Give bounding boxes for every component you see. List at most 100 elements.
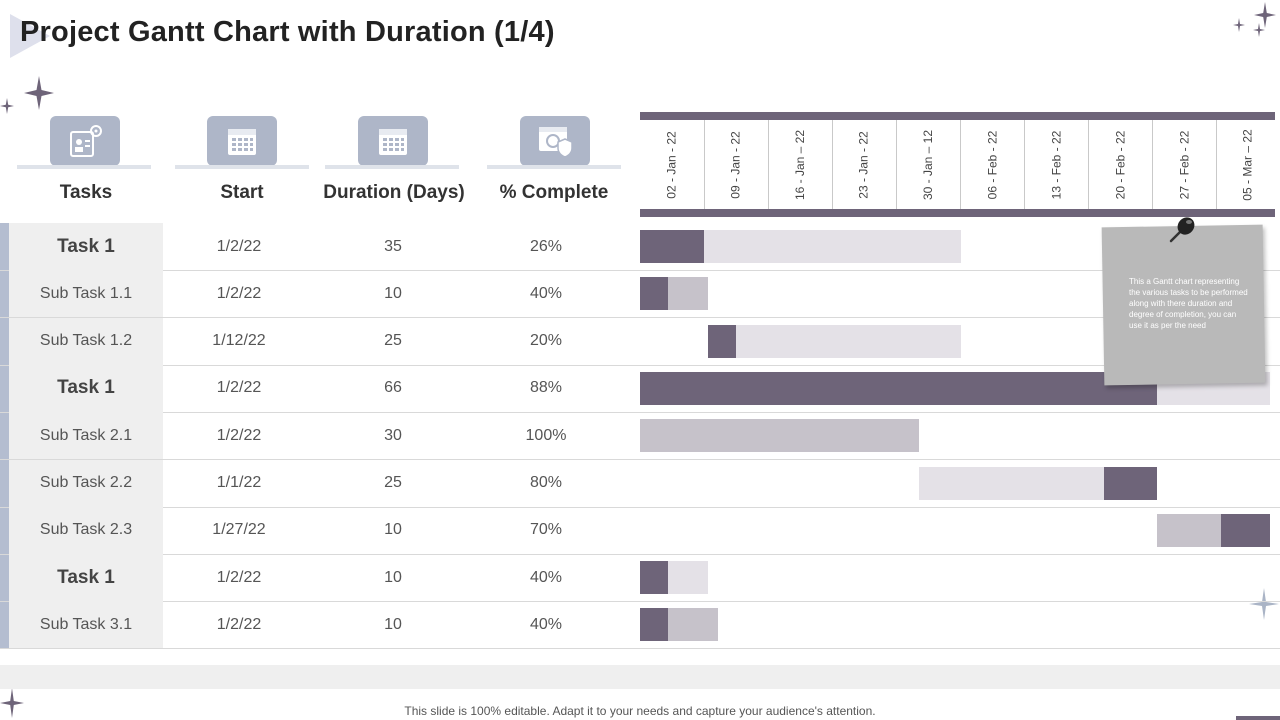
header-underline xyxy=(175,165,309,169)
table-row: Sub Task 2.1 1/2/22 30 100% xyxy=(0,412,1280,461)
timeline-date-label: 16 - Jan – 22 xyxy=(793,129,807,200)
task-complete: 20% xyxy=(529,332,563,350)
header-underline xyxy=(17,165,151,169)
gantt-bar-segment xyxy=(704,230,961,263)
gantt-bar-segment xyxy=(640,419,919,453)
timeline-date-label: 02 - Jan - 22 xyxy=(665,130,679,199)
timeline-date: 09 - Jan - 22 xyxy=(704,120,769,209)
timeline-date-label: 13 - Feb - 22 xyxy=(1049,130,1064,199)
table-row: Task 1 1/2/22 35 26% xyxy=(0,223,1280,271)
sparkle-icon xyxy=(1249,588,1279,620)
project-settings-icon xyxy=(50,116,120,166)
sparkle-icon xyxy=(24,76,54,110)
sticky-note-text: This a Gantt chart representing the vari… xyxy=(1129,277,1248,330)
task-duration: 10 xyxy=(384,568,402,586)
task-name: Task 1 xyxy=(9,364,163,412)
task-start: 1/2/22 xyxy=(216,615,262,633)
task-name: Sub Task 1.2 xyxy=(9,317,163,365)
table-row: Sub Task 1.1 1/2/22 10 40% xyxy=(0,270,1280,319)
gantt-bar-segment xyxy=(708,324,736,358)
column-header-complete: % Complete xyxy=(499,182,609,203)
timeline-bottom-border xyxy=(640,209,1275,217)
table-row: Sub Task 2.3 1/27/22 10 70% xyxy=(0,506,1280,555)
table-row: Task 1 1/2/22 66 88% xyxy=(0,364,1280,413)
gantt-bar-segment xyxy=(1104,466,1157,500)
timeline-date: 27 - Feb - 22 xyxy=(1152,120,1217,209)
column-header-duration: Duration (Days) xyxy=(323,182,465,203)
task-duration: 30 xyxy=(384,426,402,444)
footer-band xyxy=(0,665,1280,689)
task-duration: 10 xyxy=(384,521,402,539)
title-decoration xyxy=(10,14,50,58)
gantt-bar-segment xyxy=(640,561,668,595)
timeline-date-label: 27 - Feb - 22 xyxy=(1177,130,1192,199)
timeline-date: 06 - Feb - 22 xyxy=(960,120,1025,209)
timeline-date-label: 20 - Feb - 22 xyxy=(1113,130,1128,199)
gantt-bar-segment xyxy=(640,608,668,642)
page-title: Project Gantt Chart with Duration (1/4) xyxy=(20,16,555,48)
sparkle-icon xyxy=(1254,2,1276,28)
task-duration: 10 xyxy=(384,615,402,633)
footer-text: This slide is 100% editable. Adapt it to… xyxy=(404,704,876,718)
column-header-start: Start xyxy=(220,182,264,203)
task-duration: 25 xyxy=(384,474,402,491)
gantt-bar-segment xyxy=(668,277,708,311)
task-duration: 35 xyxy=(384,237,402,255)
timeline-date: 16 - Jan – 22 xyxy=(768,120,833,209)
timeline-top-border xyxy=(640,112,1275,120)
table-row: Sub Task 2.2 1/1/22 25 80% xyxy=(0,459,1280,508)
calendar-icon xyxy=(207,116,277,166)
sparkle-icon xyxy=(0,98,14,114)
gantt-bar-segment xyxy=(640,277,668,311)
task-complete: 80% xyxy=(529,474,563,491)
task-start: 1/2/22 xyxy=(216,284,262,302)
task-complete: 88% xyxy=(529,379,563,397)
task-start: 1/12/22 xyxy=(212,332,266,350)
gantt-bar-segment xyxy=(1157,513,1221,547)
timeline-date: 30 - Jan – 12 xyxy=(896,120,961,209)
gantt-bar-segment xyxy=(668,608,718,642)
timeline-date-label: 23 - Jan - 22 xyxy=(857,130,871,199)
calendar-check-icon xyxy=(358,116,428,166)
table-row: Task 1 1/2/22 10 40% xyxy=(0,554,1280,603)
task-start: 1/2/22 xyxy=(216,568,262,586)
task-name: Sub Task 1.1 xyxy=(9,270,163,318)
timeline-date: 20 - Feb - 22 xyxy=(1088,120,1153,209)
timeline-date-label: 05 - Mar – 22 xyxy=(1241,128,1255,201)
task-complete: 100% xyxy=(525,426,567,444)
gantt-bar-segment xyxy=(668,561,708,595)
column-header-tasks: Tasks xyxy=(59,182,113,203)
task-duration: 25 xyxy=(384,332,402,350)
header-underline xyxy=(325,165,459,169)
sparkle-icon xyxy=(0,688,24,718)
timeline-date: 13 - Feb - 22 xyxy=(1024,120,1089,209)
timeline-date: 05 - Mar – 22 xyxy=(1216,120,1280,209)
gantt-bar-segment xyxy=(1221,513,1270,547)
timeline-date-label: 30 - Jan – 12 xyxy=(921,129,935,200)
gantt-bar-segment xyxy=(736,324,961,358)
sparkle-icon xyxy=(1233,18,1245,32)
task-complete: 26% xyxy=(529,237,563,255)
timeline-date: 23 - Jan - 22 xyxy=(832,120,897,209)
timeline-date-label: 09 - Jan - 22 xyxy=(729,130,743,199)
left-accent-bar xyxy=(0,223,9,649)
task-name: Sub Task 2.3 xyxy=(9,506,163,554)
gantt-bar-segment xyxy=(640,230,704,263)
table-row: Sub Task 1.2 1/12/22 25 20% xyxy=(0,317,1280,366)
gantt-bar-segment xyxy=(919,466,1104,500)
task-start: 1/2/22 xyxy=(216,379,262,397)
task-complete: 70% xyxy=(529,521,563,539)
corner-accent xyxy=(1236,716,1280,720)
task-start: 1/2/22 xyxy=(216,237,262,255)
table-row: Sub Task 3.1 1/2/22 10 40% xyxy=(0,601,1280,650)
task-start: 1/1/22 xyxy=(216,474,262,491)
task-complete: 40% xyxy=(529,615,563,633)
task-duration: 66 xyxy=(384,379,402,397)
task-start: 1/27/22 xyxy=(212,521,266,539)
sparkle-icon xyxy=(1253,23,1265,37)
task-duration: 10 xyxy=(384,284,402,302)
timeline-date: 02 - Jan - 22 xyxy=(640,120,705,209)
task-name: Task 1 xyxy=(9,223,163,270)
task-name: Sub Task 2.2 xyxy=(9,459,163,507)
header-underline xyxy=(487,165,621,169)
